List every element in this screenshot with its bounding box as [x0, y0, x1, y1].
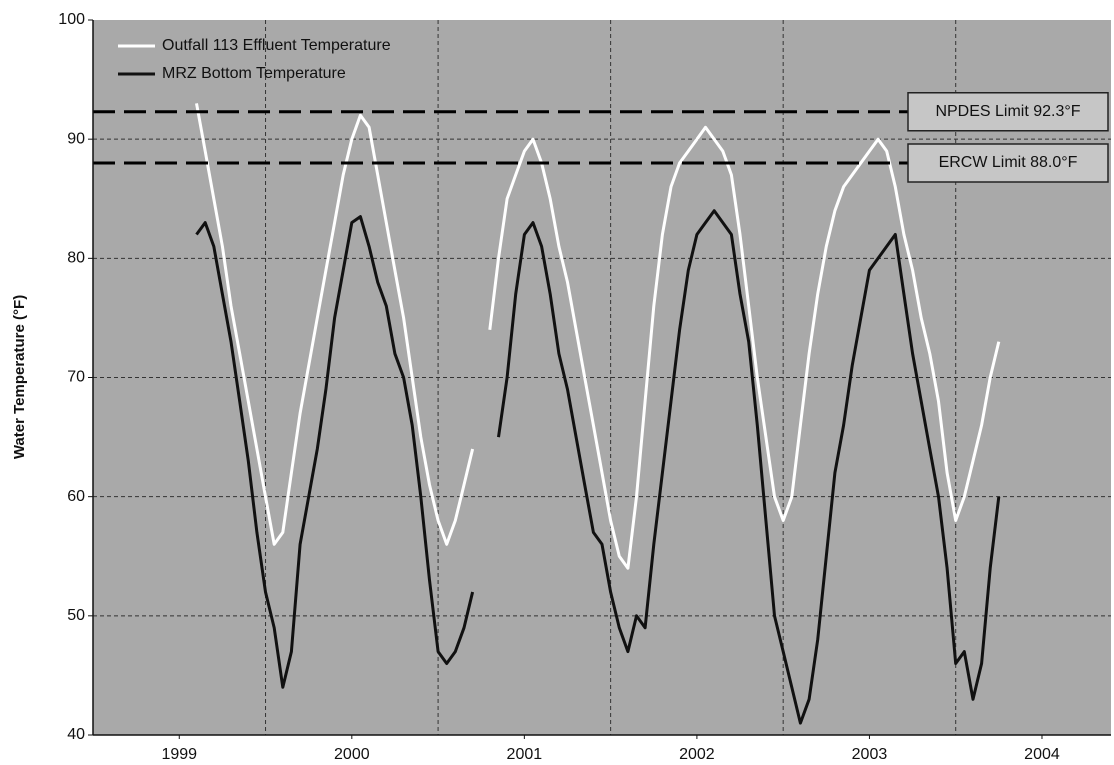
y-tick-label: 40	[67, 726, 85, 743]
y-tick-label: 50	[67, 607, 85, 624]
y-tick-label: 100	[58, 11, 85, 28]
series-line	[195, 103, 1001, 570]
y-tick-label: 60	[67, 488, 85, 505]
x-tick-label: 2000	[334, 746, 370, 763]
y-axis-title: Water Temperature (°F)	[11, 295, 28, 459]
x-tick-label: 2004	[1024, 746, 1060, 763]
x-tick-label: 2001	[507, 746, 543, 763]
y-tick-label: 80	[67, 250, 85, 267]
y-tick-label: 70	[67, 369, 85, 386]
reference-label-box	[907, 92, 1109, 132]
reference-label: NPDES Limit 92.3°F	[935, 103, 1080, 120]
x-tick-label: 2002	[679, 746, 715, 763]
reference-label: ERCW Limit 88.0°F	[939, 154, 1078, 171]
legend-label: Outfall 113 Effluent Temperature	[162, 37, 391, 54]
series-line	[195, 209, 1001, 725]
legend-label: MRZ Bottom Temperature	[162, 65, 346, 82]
x-tick-label: 1999	[161, 746, 197, 763]
x-tick-label: 2003	[852, 746, 888, 763]
y-tick-label: 90	[67, 130, 85, 147]
reference-label-box	[907, 143, 1109, 183]
